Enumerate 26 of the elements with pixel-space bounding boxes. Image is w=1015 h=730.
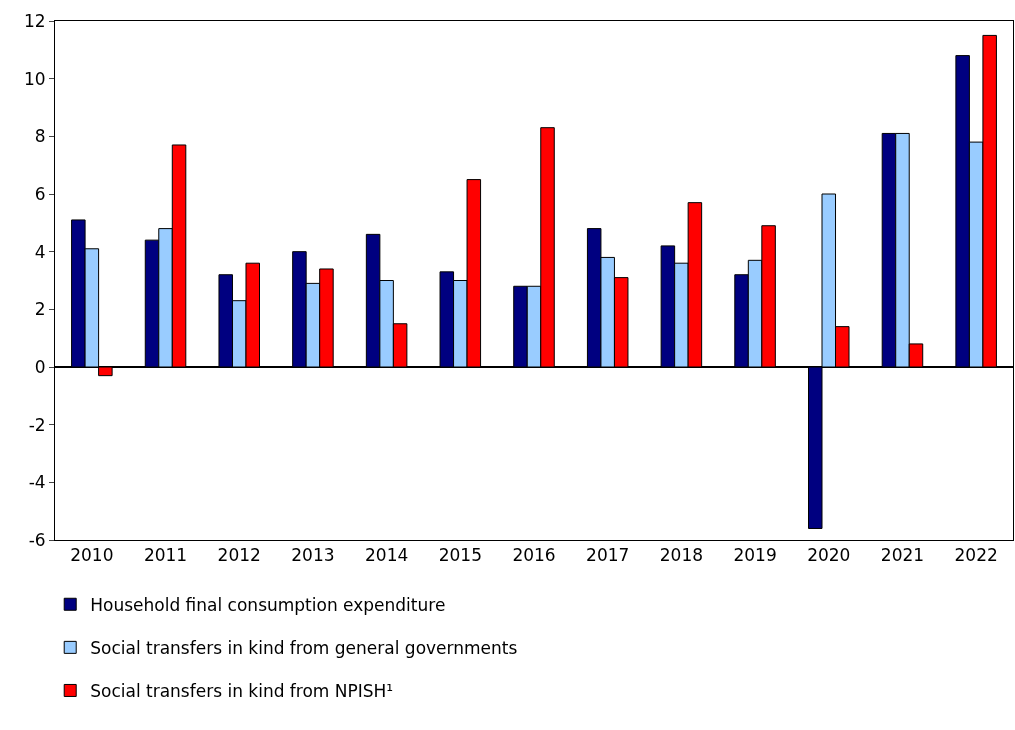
- x-tick-label: 2015: [438, 545, 482, 566]
- x-tick-label: 2018: [659, 545, 704, 566]
- y-tick-label: 2: [34, 299, 46, 320]
- legend-label: Household final consumption expenditure: [90, 594, 446, 615]
- y-tick-label: 0: [34, 356, 46, 377]
- x-tick-label: 2011: [143, 545, 188, 566]
- y-tick-label: -6: [28, 529, 46, 550]
- x-tick-label: 2016: [512, 545, 556, 566]
- x-tick-label: 2010: [70, 545, 114, 566]
- y-tick-label: 4: [34, 241, 46, 262]
- y-tick-label: 12: [23, 10, 46, 31]
- y-tick-label: 10: [23, 68, 46, 89]
- x-tick-label: 2021: [880, 545, 925, 566]
- y-tick-label: -2: [28, 414, 46, 435]
- legend-label: Social transfers in kind from NPISH¹: [90, 681, 394, 702]
- x-tick-label: 2022: [954, 545, 998, 566]
- y-tick-label: -4: [28, 472, 46, 493]
- x-tick-label: 2013: [291, 545, 335, 566]
- x-tick-label: 2012: [217, 545, 261, 566]
- x-tick-label: 2017: [586, 545, 630, 566]
- x-tick-label: 2014: [364, 545, 409, 566]
- x-tick-label: 2020: [807, 545, 851, 566]
- x-tick-label: 2019: [733, 545, 777, 566]
- y-tick-label: 8: [34, 126, 46, 147]
- y-tick-label: 6: [34, 183, 46, 204]
- legend-label: Social transfers in kind from general governments: [90, 637, 518, 658]
